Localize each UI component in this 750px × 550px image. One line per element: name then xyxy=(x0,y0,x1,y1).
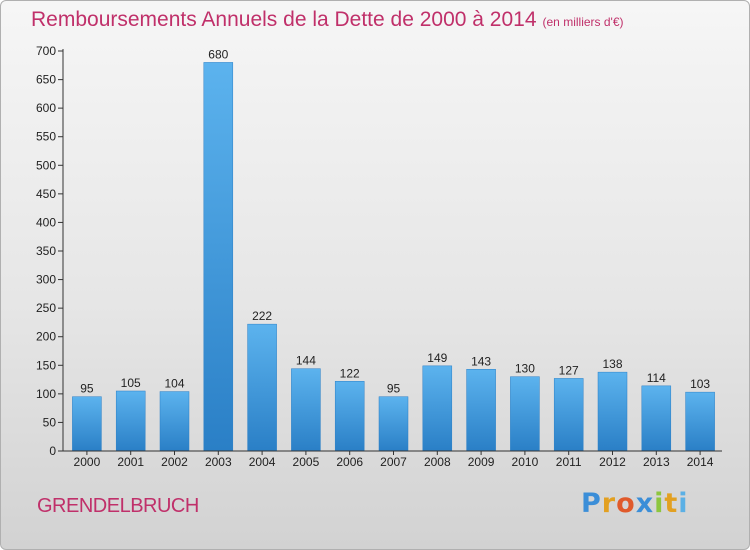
chart-title: Remboursements Annuels de la Dette de 20… xyxy=(31,8,624,32)
y-tick-label: 700 xyxy=(36,44,56,58)
logo-letter: x xyxy=(635,488,655,519)
bar xyxy=(466,369,496,452)
logo-letter: r xyxy=(601,488,617,519)
bar-value-label: 138 xyxy=(602,357,622,371)
bar-value-label: 104 xyxy=(164,377,184,391)
bar-value-label: 114 xyxy=(647,371,666,385)
x-tick-label: 2001 xyxy=(117,455,144,469)
bar xyxy=(553,378,584,452)
bar xyxy=(641,385,672,452)
y-tick-label: 550 xyxy=(36,130,56,144)
bar-value-label: 149 xyxy=(427,351,447,365)
x-tick-label: 2014 xyxy=(687,455,714,469)
bar-value-label: 680 xyxy=(208,47,228,61)
y-tick-label: 600 xyxy=(36,101,56,115)
y-tick-label: 400 xyxy=(36,215,56,229)
x-tick-label: 2000 xyxy=(74,455,101,469)
bar xyxy=(510,376,540,452)
y-tick-label: 50 xyxy=(43,415,57,429)
bar xyxy=(115,390,146,452)
bar-value-label: 95 xyxy=(80,382,94,396)
y-tick-label: 150 xyxy=(36,358,56,372)
bar xyxy=(422,365,453,452)
bar-value-label: 144 xyxy=(296,354,316,368)
x-tick-label: 2004 xyxy=(249,455,276,469)
x-tick-label: 2005 xyxy=(293,455,320,469)
y-tick-label: 300 xyxy=(36,273,56,287)
bar-value-label: 95 xyxy=(387,382,401,396)
x-tick-label: 2002 xyxy=(161,455,188,469)
bar xyxy=(378,396,409,452)
bar-value-label: 122 xyxy=(340,366,360,380)
axes-group: 0 50 100 150 200 250 300 350 400 450 500 550 600 650 7… xyxy=(36,44,722,469)
bar-value-label: 127 xyxy=(559,363,579,377)
bar xyxy=(159,391,190,452)
chart-subtitle: (en milliers d'€) xyxy=(542,15,624,29)
location-label: GRENDELBRUCH xyxy=(37,495,199,517)
bar xyxy=(597,371,628,452)
logo-letter: t xyxy=(664,488,679,519)
y-tick-label: 450 xyxy=(36,187,56,201)
logo-letter: P xyxy=(581,488,602,519)
y-tick-label: 650 xyxy=(36,73,56,87)
x-tick-label: 2009 xyxy=(468,455,495,469)
logo-letter: o xyxy=(616,488,636,519)
bar-value-label: 105 xyxy=(121,376,141,390)
y-tick-label: 200 xyxy=(36,330,56,344)
y-tick-label: 500 xyxy=(36,158,56,172)
bar xyxy=(203,62,234,452)
bars-group: 95 105 104 680 222 144 122 95 149 143 130 127 138 114… xyxy=(72,47,715,452)
x-tick-label: 2010 xyxy=(512,455,539,469)
x-tick-label: 2013 xyxy=(643,455,670,469)
logo-letter: i xyxy=(678,488,689,519)
y-tick-label: 0 xyxy=(49,444,56,458)
logo-letter: i xyxy=(654,488,665,519)
bar xyxy=(291,368,321,452)
bar xyxy=(247,323,277,452)
x-tick-label: 2012 xyxy=(599,455,626,469)
x-tick-label: 2003 xyxy=(205,455,232,469)
x-tick-label: 2006 xyxy=(336,455,363,469)
proxiti-logo: Proxiti xyxy=(581,488,689,519)
bar-value-label: 222 xyxy=(252,309,272,323)
x-tick-label: 2011 xyxy=(556,455,582,469)
bar-value-label: 130 xyxy=(515,362,535,376)
chart-title-text: Remboursements Annuels de la Dette de 20… xyxy=(31,8,537,31)
x-tick-label: 2008 xyxy=(424,455,451,469)
y-tick-label: 350 xyxy=(36,244,56,258)
bar xyxy=(685,391,715,452)
y-tick-label: 100 xyxy=(36,387,56,401)
bar-value-label: 143 xyxy=(471,354,491,368)
bar xyxy=(72,396,102,452)
bar-value-label: 103 xyxy=(690,377,710,391)
bar xyxy=(334,381,365,452)
x-tick-label: 2007 xyxy=(380,455,407,469)
y-tick-label: 250 xyxy=(36,301,56,315)
